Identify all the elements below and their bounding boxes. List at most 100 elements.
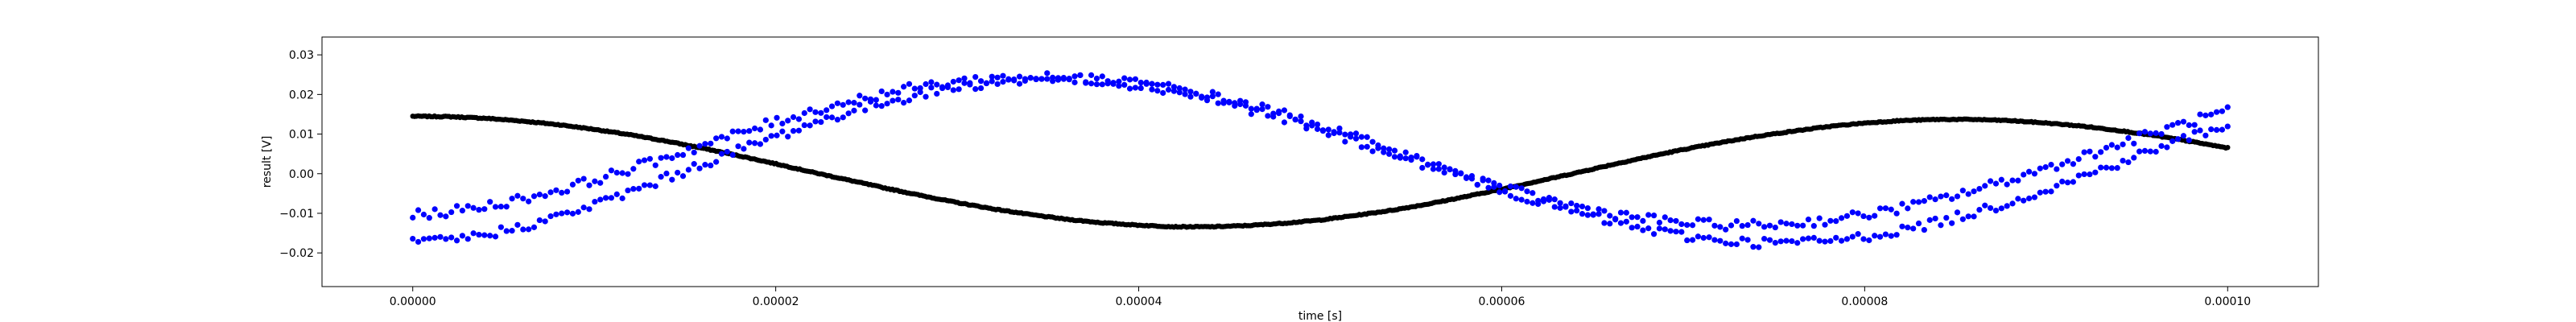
data-point (2054, 166, 2060, 172)
data-point (724, 135, 730, 142)
data-point (597, 196, 604, 203)
data-point (453, 203, 460, 209)
data-point (2125, 134, 2132, 142)
data-point (928, 79, 935, 85)
data-point (1044, 76, 1051, 82)
data-point (1943, 192, 1950, 199)
data-point (1187, 93, 1194, 100)
data-point (2004, 181, 2010, 188)
data-point (1116, 78, 1122, 85)
data-point (977, 85, 985, 92)
data-point (559, 189, 565, 196)
data-point (1381, 149, 1387, 155)
data-point (526, 198, 532, 204)
data-point (641, 157, 648, 163)
data-point (1071, 73, 1078, 80)
data-point (1634, 223, 1641, 230)
data-point (1298, 113, 1304, 120)
x-tick-label: 0.00006 (1479, 295, 1525, 308)
data-point (1789, 221, 1795, 228)
data-point (2059, 161, 2066, 167)
data-point (1022, 77, 1028, 85)
data-point (564, 209, 571, 216)
data-point (1739, 223, 1745, 229)
data-point (459, 233, 466, 239)
data-point (1358, 144, 1364, 151)
data-point (2197, 127, 2203, 134)
plot-points (410, 70, 2231, 250)
data-point (1232, 100, 1238, 106)
data-point (1331, 130, 1337, 137)
data-point (923, 93, 929, 100)
data-point (1700, 217, 1707, 223)
data-point (675, 169, 681, 176)
data-point (476, 207, 482, 213)
data-point (917, 85, 923, 92)
data-point (1617, 209, 1624, 216)
data-point (1551, 204, 1558, 210)
data-point (1629, 225, 1635, 231)
data-point (1926, 194, 1933, 200)
data-point (431, 206, 438, 213)
data-point (989, 78, 995, 85)
data-point (1574, 208, 1580, 214)
data-point (1220, 97, 1227, 104)
data-point (1954, 209, 1961, 216)
data-point (2169, 122, 2176, 128)
data-point (1959, 216, 1966, 222)
data-point (878, 103, 885, 109)
data-point (1623, 209, 1629, 216)
data-point (685, 145, 691, 151)
data-point (652, 162, 658, 168)
data-point (2153, 148, 2159, 155)
data-point (1976, 207, 1983, 213)
data-point (1684, 237, 1690, 244)
data-point (1093, 75, 1100, 82)
data-point (1849, 209, 1856, 216)
data-point (608, 195, 615, 201)
data-point (790, 114, 797, 121)
data-point (1706, 234, 1712, 241)
data-point (2042, 188, 2049, 195)
data-point (1551, 196, 1558, 203)
data-point (1938, 193, 1944, 200)
data-point (994, 80, 1001, 88)
data-point (2075, 155, 2082, 163)
data-point (1733, 241, 1740, 248)
data-point (801, 109, 807, 117)
data-point (2009, 177, 2016, 184)
data-point (641, 182, 648, 188)
data-point (2070, 161, 2076, 167)
data-point (2158, 142, 2165, 149)
data-point (492, 233, 499, 240)
data-point (1789, 237, 1795, 245)
data-point (536, 217, 543, 224)
data-point (619, 195, 625, 201)
data-point (1215, 91, 1221, 97)
data-point (939, 85, 946, 92)
data-point (459, 208, 466, 214)
data-point (1827, 217, 1834, 224)
data-point (862, 107, 869, 114)
data-point (1093, 81, 1100, 88)
data-point (1728, 222, 1735, 229)
data-point (2037, 189, 2043, 196)
data-point (1915, 199, 1922, 205)
data-point (685, 167, 691, 173)
data-point (2015, 177, 2021, 184)
data-point (867, 98, 874, 105)
data-point (1662, 214, 1668, 221)
data-point (1060, 76, 1067, 82)
data-point (1281, 107, 1288, 114)
data-point (779, 128, 786, 134)
data-point (580, 175, 587, 182)
data-point (2141, 147, 2149, 155)
data-point (1816, 215, 1823, 221)
data-point (1794, 240, 1801, 246)
data-point (2202, 112, 2209, 118)
data-point (481, 206, 488, 213)
data-point (1667, 228, 1674, 234)
data-point (1810, 234, 1817, 241)
data-point (1182, 91, 1188, 97)
data-point (873, 102, 879, 109)
